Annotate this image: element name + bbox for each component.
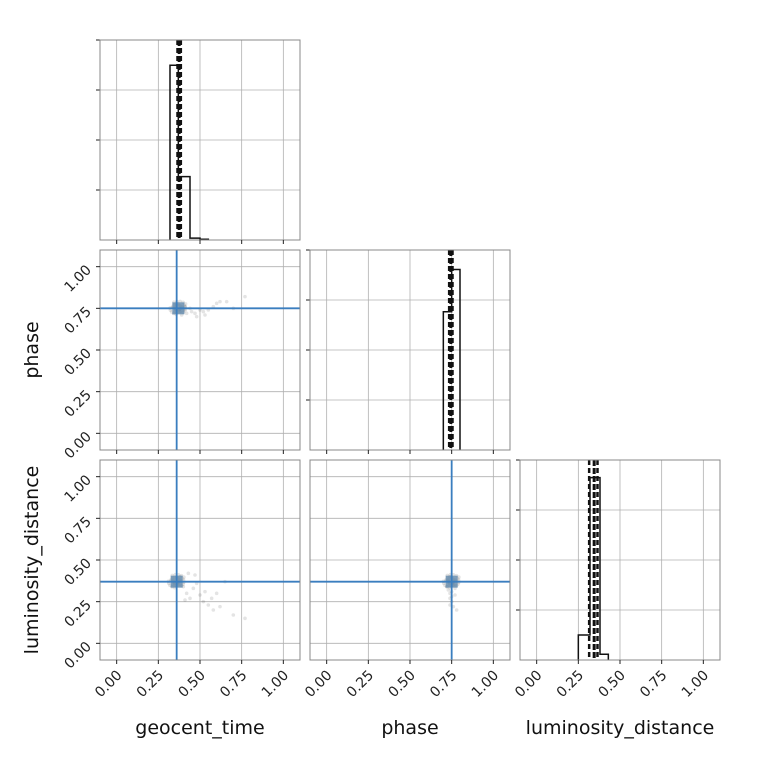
scatter-point xyxy=(184,311,189,316)
scatter-point xyxy=(193,311,197,316)
ytick-label: 0.00 xyxy=(61,429,94,462)
scatter-point xyxy=(194,314,199,319)
scatter-point xyxy=(206,603,211,607)
xtick-label: 0.75 xyxy=(427,668,460,701)
scatter-point xyxy=(201,599,206,604)
ytick-label: 0.25 xyxy=(61,597,94,630)
scatter-point xyxy=(183,302,188,306)
panel-luminosity_distance-luminosity_distance: 0.00 0.25 0.50 0.75 1.00 xyxy=(512,459,721,701)
xtick-label: 0.50 xyxy=(175,668,208,701)
scatter-point xyxy=(183,598,187,602)
scatter-point xyxy=(198,593,202,597)
scatter-point xyxy=(231,613,236,617)
xlabel-luminosity_distance: luminosity_distance xyxy=(526,717,715,739)
xtick-label: 0.00 xyxy=(92,668,125,701)
scatter-point xyxy=(182,575,186,580)
ylabel-luminosity_distance: luminosity_distance xyxy=(21,466,43,655)
scatter-point xyxy=(454,608,459,612)
scatter-point xyxy=(201,309,206,314)
scatter-point xyxy=(446,588,451,592)
scatter-point xyxy=(214,301,219,306)
xtick-label: 0.50 xyxy=(595,668,628,701)
xlabel-geocent_time: geocent_time xyxy=(135,717,264,739)
scatter-point xyxy=(193,573,197,577)
scatter-point xyxy=(203,589,207,594)
scatter-point xyxy=(211,608,216,612)
histogram-geocent_time xyxy=(169,64,210,240)
xtick-label: 0.00 xyxy=(302,668,335,701)
ytick-label: 0.00 xyxy=(61,639,94,672)
xtick-label: 0.25 xyxy=(554,668,587,701)
ytick-label: 1.00 xyxy=(61,472,94,505)
panel-phase-phase xyxy=(306,249,511,454)
xtick-label: 0.75 xyxy=(637,668,670,701)
scatter-point xyxy=(188,596,192,601)
scatter-point xyxy=(243,616,247,621)
ytick-label: 0.75 xyxy=(61,514,94,547)
scatter-point xyxy=(218,604,222,609)
xtick-label: 1.00 xyxy=(259,668,292,701)
panel-geocent_time-geocent_time xyxy=(96,39,301,244)
xtick-label: 1.00 xyxy=(679,668,712,701)
scatter-point xyxy=(457,575,461,580)
scatter-point xyxy=(214,591,219,596)
xtick-label: 1.00 xyxy=(469,668,502,701)
xtick-label: 0.25 xyxy=(344,668,377,701)
scatter-point xyxy=(218,299,222,304)
xtick-label: 0.25 xyxy=(134,668,167,701)
xlabel-phase: phase xyxy=(381,717,438,739)
ytick-label: 0.75 xyxy=(61,304,94,337)
ytick-label: 0.25 xyxy=(61,387,94,420)
scatter-point xyxy=(203,313,207,317)
scatter-point xyxy=(189,309,194,314)
xtick-label: 0.50 xyxy=(385,668,418,701)
scatter-point xyxy=(453,593,457,597)
scatter-point xyxy=(186,571,191,576)
scatter-point xyxy=(191,586,196,591)
scatter-point xyxy=(184,591,189,596)
ytick-label: 0.50 xyxy=(61,346,94,379)
scatter-point xyxy=(224,299,229,304)
scatter-point xyxy=(209,596,214,601)
ylabel-phase: phase xyxy=(21,321,43,378)
panel-geocent_time-luminosity_distance: 0.000.250.500.751.000.00 0.25 0.50 0.75 1.00 xyxy=(61,459,301,701)
panel-phase-luminosity_distance: 0.00 0.25 0.50 0.75 1.00 xyxy=(302,459,511,701)
ytick-label: 1.00 xyxy=(61,262,94,295)
scatter-point xyxy=(243,294,247,299)
xtick-label: 0.75 xyxy=(217,668,250,701)
ytick-label: 0.50 xyxy=(61,556,94,589)
panel-geocent_time-phase: 0.00 0.25 0.50 0.75 1.00 xyxy=(61,249,301,462)
xtick-label: 0.00 xyxy=(512,668,545,701)
